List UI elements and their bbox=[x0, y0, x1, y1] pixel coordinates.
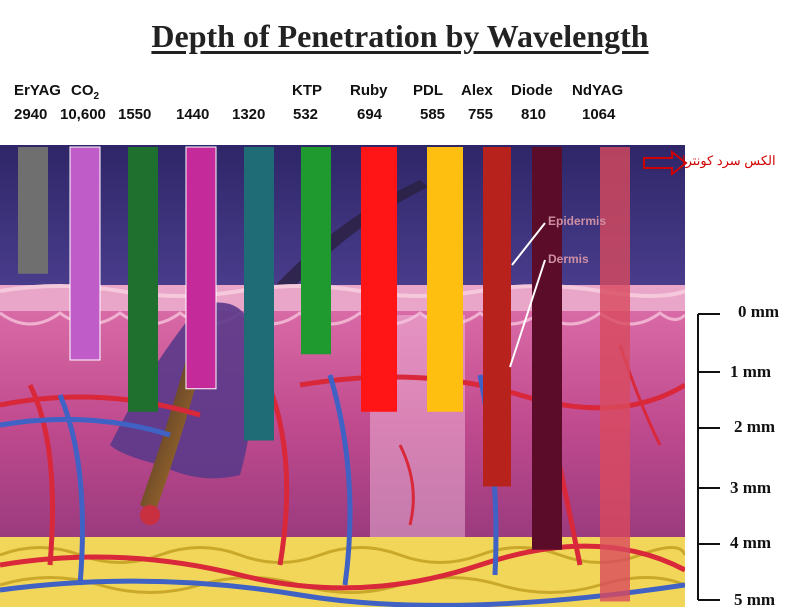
annotation-arrow-icon bbox=[643, 149, 688, 177]
wavelength-ndyag: 1064 bbox=[582, 106, 616, 123]
epidermis-pointer bbox=[511, 222, 546, 266]
depth-scale bbox=[697, 313, 720, 601]
wavelength-1320: 1320 bbox=[232, 106, 266, 123]
wavelength-alex: 755 bbox=[468, 106, 494, 123]
laser-label-alex: Alex bbox=[461, 82, 493, 99]
fat-lobules bbox=[0, 546, 685, 564]
laser-label-ktp: KTP bbox=[292, 82, 322, 99]
laser-label-co2: CO2 bbox=[71, 82, 99, 102]
wavelength-diode: 810 bbox=[521, 106, 547, 123]
skin-cross-section bbox=[0, 145, 685, 607]
co2-subscript: 2 bbox=[93, 91, 100, 102]
laser-label-ruby: Ruby bbox=[350, 82, 388, 99]
laser-bar-ktp bbox=[301, 147, 331, 355]
laser-label-eryag: ErYAG bbox=[14, 82, 61, 99]
scale-tick-5mm: 5 mm bbox=[734, 590, 776, 609]
laser-bar-pdl bbox=[427, 147, 463, 412]
laser-bar-alex bbox=[483, 147, 511, 487]
scale-tick-0mm: 0 mm bbox=[738, 302, 780, 321]
laser-bar-diode bbox=[532, 147, 562, 550]
wavelength-ktp: 532 bbox=[293, 106, 319, 123]
laser-label-ndyag: NdYAG bbox=[572, 82, 624, 99]
wavelength-eryag: 2940 bbox=[14, 106, 48, 123]
wavelength-ruby: 694 bbox=[357, 106, 383, 123]
background-upper bbox=[0, 145, 685, 295]
laser-bar-1550 bbox=[128, 147, 158, 412]
dermal-papillae bbox=[0, 311, 685, 326]
co2-name: CO bbox=[71, 82, 94, 99]
wavelength-1440: 1440 bbox=[176, 106, 210, 123]
scale-tick-4mm: 4 mm bbox=[730, 533, 772, 552]
laser-label-diode: Diode bbox=[511, 82, 553, 99]
dermis-pointer bbox=[509, 259, 546, 368]
dermis-label: Dermis bbox=[548, 252, 589, 266]
wavelength-1550: 1550 bbox=[118, 106, 152, 123]
scale-tick-1mm: 1 mm bbox=[730, 362, 772, 381]
scale-tick-2mm: 2 mm bbox=[734, 417, 776, 436]
laser-bar-1440 bbox=[185, 146, 217, 390]
diagram-title: Depth of Penetration by Wavelength bbox=[151, 18, 649, 54]
laser-label-pdl: PDL bbox=[413, 82, 443, 99]
wavelength-co2: 10,600 bbox=[60, 106, 106, 123]
skin-surface-line bbox=[0, 284, 685, 298]
scale-tick-3mm: 3 mm bbox=[730, 478, 772, 497]
laser-bars bbox=[18, 146, 630, 602]
laser-bar-eryag bbox=[18, 147, 48, 274]
annotation-text: الكس سرد كونترا bbox=[682, 153, 776, 168]
wavelength-pdl: 585 bbox=[420, 106, 446, 123]
hair-bulb bbox=[140, 505, 160, 525]
laser-bar-ruby bbox=[361, 147, 397, 412]
fat-lobules-lower bbox=[0, 576, 685, 594]
laser-bar-co bbox=[69, 146, 101, 361]
laser-bar-1320 bbox=[244, 147, 274, 441]
laser-bar-ndyag bbox=[600, 147, 630, 602]
epidermis-label: Epidermis bbox=[548, 214, 607, 228]
